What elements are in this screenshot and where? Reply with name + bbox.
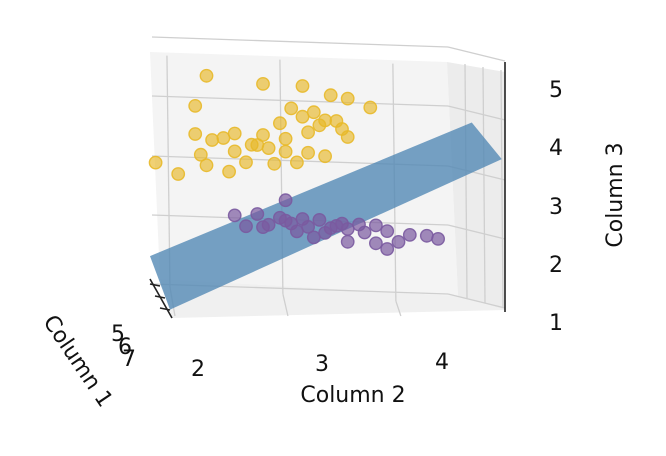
y-axis-tick-1 bbox=[149, 283, 161, 287]
grid-y-side-2 bbox=[500, 69, 504, 309]
point-series1-26 bbox=[301, 145, 315, 160]
point-series1-34 bbox=[171, 167, 186, 181]
z-tick-label-3: 3 bbox=[549, 195, 563, 220]
point-series1-0 bbox=[199, 68, 214, 83]
y-axis-tick-3 bbox=[159, 307, 171, 311]
grid-y-side-0 bbox=[464, 63, 468, 299]
points-behind-plane bbox=[148, 68, 378, 181]
point-series1-9 bbox=[295, 109, 310, 124]
point-series2-18 bbox=[357, 225, 372, 240]
z-tick-label-2: 2 bbox=[549, 253, 563, 278]
point-series2-22 bbox=[306, 230, 321, 245]
point-series1-27 bbox=[318, 149, 332, 164]
point-series2-15 bbox=[239, 219, 253, 234]
point-series2-27 bbox=[380, 242, 395, 256]
z-tick-label-4: 4 bbox=[549, 136, 563, 161]
point-series1-21 bbox=[216, 131, 231, 145]
point-series1-4 bbox=[340, 91, 355, 106]
y-tick-label-7: 7 bbox=[122, 347, 136, 372]
point-series1-22 bbox=[205, 133, 220, 147]
point-series1-37 bbox=[250, 138, 265, 152]
point-series2-16 bbox=[289, 224, 304, 239]
point-series1-16 bbox=[340, 130, 355, 144]
grid-z-side-1 bbox=[447, 224, 506, 240]
floor-pane bbox=[160, 279, 505, 318]
point-series2-13 bbox=[340, 222, 355, 236]
point-series1-1 bbox=[295, 79, 310, 93]
point-series2-28 bbox=[278, 213, 293, 228]
point-series1-6 bbox=[188, 99, 203, 113]
point-series1-29 bbox=[193, 147, 208, 162]
x-tick-label-3: 3 bbox=[315, 352, 329, 377]
point-series1-25 bbox=[278, 144, 293, 159]
point-series2-5 bbox=[312, 212, 327, 227]
point-series1-32 bbox=[267, 156, 282, 171]
point-series1-3 bbox=[323, 88, 338, 103]
z-tick-label-1: 1 bbox=[549, 311, 563, 336]
point-series1-24 bbox=[261, 141, 276, 156]
point-series1-8 bbox=[306, 105, 321, 120]
right-pane bbox=[447, 62, 505, 310]
point-series2-0 bbox=[278, 193, 293, 208]
point-series2-2 bbox=[250, 207, 265, 221]
grid-z-back-3 bbox=[151, 95, 449, 107]
point-series1-12 bbox=[312, 118, 327, 133]
point-series1-7 bbox=[284, 101, 299, 116]
point-series1-15 bbox=[301, 125, 315, 140]
point-series2-23 bbox=[340, 234, 355, 249]
point-series2-24 bbox=[368, 236, 383, 251]
z-tick-label-5: 5 bbox=[549, 78, 563, 103]
point-series1-28 bbox=[227, 144, 242, 159]
regression-plane bbox=[150, 122, 502, 310]
point-series2-1 bbox=[227, 208, 242, 223]
point-series1-2 bbox=[256, 77, 270, 91]
point-series1-31 bbox=[199, 158, 214, 173]
grid-z-side-4 bbox=[447, 46, 506, 62]
point-series2-21 bbox=[256, 220, 270, 235]
point-series1-14 bbox=[272, 116, 287, 131]
point-series2-19 bbox=[402, 227, 417, 242]
point-series2-8 bbox=[368, 218, 383, 233]
point-series1-35 bbox=[222, 164, 237, 179]
point-series2-14 bbox=[380, 224, 395, 239]
point-series1-18 bbox=[227, 126, 242, 141]
point-series1-36 bbox=[289, 155, 304, 170]
y-axis-tick-2 bbox=[154, 295, 166, 299]
grid-z-back-4 bbox=[151, 36, 449, 48]
grid-y-side-1 bbox=[482, 66, 486, 304]
y-tick-label-5: 5 bbox=[111, 322, 125, 347]
point-series2-25 bbox=[391, 234, 406, 249]
point-series2-26 bbox=[431, 231, 445, 246]
axis-lines bbox=[149, 62, 506, 319]
point-series2-29 bbox=[329, 218, 344, 233]
grid-z-side-3 bbox=[447, 105, 506, 121]
point-series2-20 bbox=[419, 228, 434, 243]
y-tick-label-6: 6 bbox=[118, 335, 132, 360]
point-series1-33 bbox=[148, 155, 163, 170]
point-series1-30 bbox=[239, 155, 253, 170]
z-axis-label: Column 3 bbox=[603, 142, 628, 247]
grid-x-floor-1 bbox=[282, 293, 289, 317]
x-tick-label-4: 4 bbox=[435, 350, 449, 375]
y-axis-label: Column 1 bbox=[38, 311, 118, 412]
point-series1-5 bbox=[363, 100, 378, 115]
grid-x-floor-2 bbox=[395, 300, 402, 317]
point-series1-20 bbox=[188, 127, 203, 141]
points-in-front-of-plane bbox=[227, 193, 445, 256]
point-series1-17 bbox=[278, 131, 293, 146]
x-axis-label: Column 2 bbox=[300, 383, 405, 408]
x-tick-label-2: 2 bbox=[191, 357, 205, 382]
point-series2-17 bbox=[318, 225, 332, 240]
grid-z-side-0 bbox=[447, 293, 506, 309]
gridlines bbox=[151, 36, 506, 317]
